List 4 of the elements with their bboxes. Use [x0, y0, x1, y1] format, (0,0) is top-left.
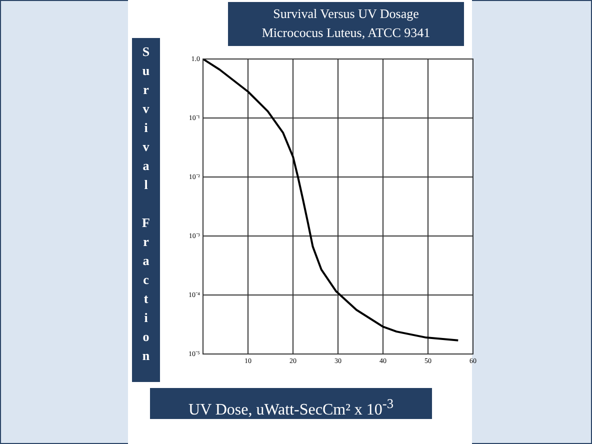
chart-title: Survival Versus UV Dosage: [272, 5, 420, 23]
chart-subtitle: Micrococus Luteus, ATCC 9341: [260, 24, 432, 42]
x-axis-title: UV Dose, uWatt-SecCm² x 10$^{-3}$: [150, 388, 432, 419]
text: Survival Fraction: [142, 44, 150, 363]
